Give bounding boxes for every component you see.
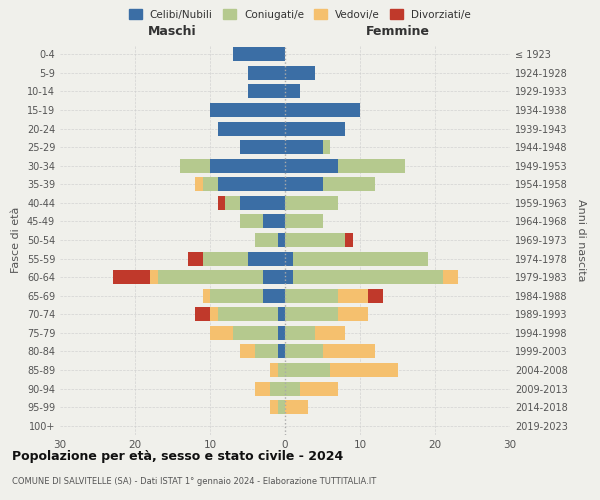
Bar (270, 363, 277, 377)
Bar (195, 178, 203, 191)
Bar (285, 103, 360, 117)
Bar (277, 400, 285, 414)
Bar (345, 233, 353, 247)
Legend: Celibi/Nubili, Coniugati/e, Vedovi/e, Divorziati/e: Celibi/Nubili, Coniugati/e, Vedovi/e, Di… (125, 5, 475, 24)
Bar (263, 214, 285, 228)
Bar (157, 270, 263, 284)
Bar (248, 252, 285, 266)
Bar (248, 84, 285, 98)
Bar (150, 270, 157, 284)
Bar (293, 252, 427, 266)
Bar (187, 252, 203, 266)
Bar (285, 382, 300, 396)
Bar (285, 252, 293, 266)
Bar (337, 159, 405, 172)
Bar (270, 400, 277, 414)
Bar (210, 308, 218, 321)
Y-axis label: Fasce di età: Fasce di età (11, 207, 21, 273)
Bar (263, 288, 285, 302)
Bar (337, 288, 367, 302)
Bar (285, 288, 337, 302)
Bar (203, 178, 218, 191)
Bar (210, 103, 285, 117)
Bar (337, 308, 367, 321)
Bar (367, 288, 383, 302)
Bar (218, 122, 285, 136)
Bar (203, 252, 248, 266)
Bar (277, 233, 285, 247)
Bar (210, 326, 233, 340)
Text: Femmine: Femmine (365, 24, 430, 38)
Bar (285, 400, 308, 414)
Bar (218, 308, 277, 321)
Bar (330, 363, 398, 377)
Bar (293, 270, 443, 284)
Bar (285, 308, 337, 321)
Bar (323, 178, 375, 191)
Text: Popolazione per età, sesso e stato civile - 2024: Popolazione per età, sesso e stato civil… (12, 450, 343, 463)
Bar (285, 178, 323, 191)
Bar (323, 140, 330, 154)
Bar (240, 214, 263, 228)
Bar (300, 382, 337, 396)
Bar (195, 308, 210, 321)
Bar (277, 363, 285, 377)
Bar (240, 196, 285, 210)
Bar (210, 159, 285, 172)
Bar (248, 66, 285, 80)
Bar (285, 159, 337, 172)
Bar (240, 344, 255, 358)
Bar (255, 233, 277, 247)
Bar (285, 233, 345, 247)
Bar (277, 308, 285, 321)
Bar (443, 270, 458, 284)
Bar (323, 344, 375, 358)
Text: COMUNE DI SALVITELLE (SA) - Dati ISTAT 1° gennaio 2024 - Elaborazione TUTTITALIA: COMUNE DI SALVITELLE (SA) - Dati ISTAT 1… (12, 478, 376, 486)
Bar (285, 84, 300, 98)
Bar (315, 326, 345, 340)
Y-axis label: Anni di nascita: Anni di nascita (576, 198, 586, 281)
Bar (277, 326, 285, 340)
Bar (180, 159, 210, 172)
Bar (285, 66, 315, 80)
Bar (225, 196, 240, 210)
Text: Maschi: Maschi (148, 24, 197, 38)
Bar (255, 382, 270, 396)
Bar (277, 344, 285, 358)
Bar (263, 270, 285, 284)
Bar (203, 288, 210, 302)
Bar (240, 140, 285, 154)
Bar (285, 270, 293, 284)
Bar (270, 382, 285, 396)
Bar (285, 196, 337, 210)
Bar (255, 344, 277, 358)
Bar (285, 214, 323, 228)
Bar (218, 196, 225, 210)
Bar (285, 140, 323, 154)
Bar (210, 288, 263, 302)
Bar (285, 326, 315, 340)
Bar (233, 326, 277, 340)
Bar (233, 48, 285, 61)
Bar (113, 270, 150, 284)
Bar (285, 122, 345, 136)
Bar (285, 344, 323, 358)
Bar (285, 363, 330, 377)
Bar (218, 178, 285, 191)
